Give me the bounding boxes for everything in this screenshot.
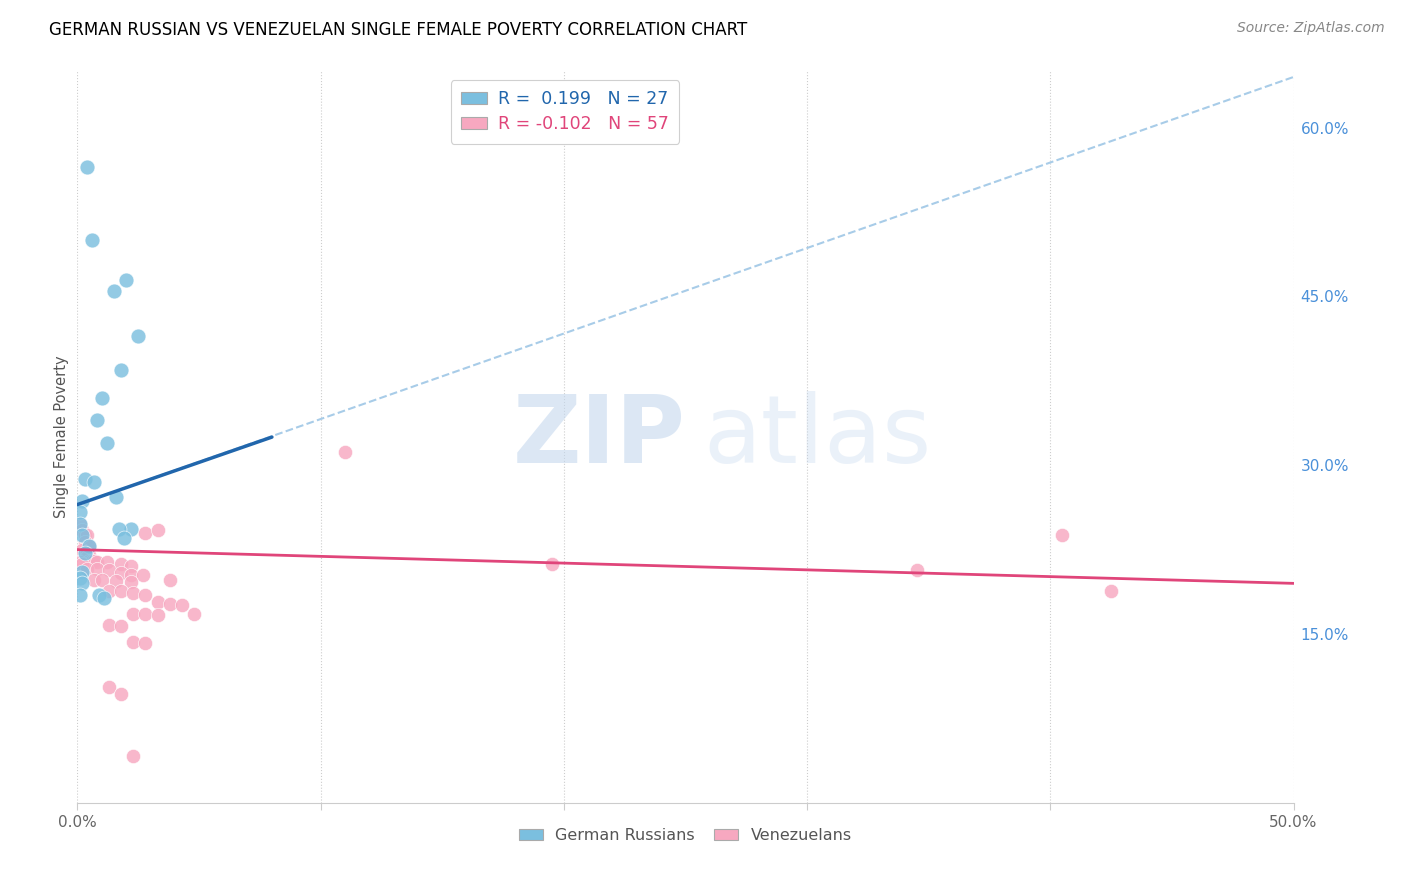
Point [170,598,193,612]
Point [110,687,132,701]
Point [134,636,156,650]
Point [120,575,142,590]
Point [120,522,142,536]
Point [79,554,101,568]
Point [1052,528,1074,542]
Point [112,532,135,546]
Point [79,539,101,553]
Legend: German Russians, Venezuelans: German Russians, Venezuelans [512,822,859,850]
Point [73,472,96,486]
Point [97,563,120,577]
Point [122,586,145,600]
Point [90,573,112,587]
Point [70,576,93,591]
Point [83,554,105,568]
Point [69,588,91,602]
Point [73,546,96,560]
Point [97,680,120,694]
Point [146,524,169,538]
Point [115,272,138,286]
Point [122,635,145,649]
Point [83,573,105,587]
Point [69,571,91,585]
Point [183,607,205,621]
Point [76,539,98,553]
Point [76,562,98,576]
Point [105,574,128,588]
Point [69,516,91,531]
Point [120,568,142,582]
Point [103,284,125,298]
Point [110,558,132,572]
Point [97,584,120,599]
Point [76,160,98,174]
Point [333,444,356,458]
Point [90,391,112,405]
Point [76,528,98,542]
Text: GERMAN RUSSIAN VS VENEZUELAN SINGLE FEMALE POVERTY CORRELATION CHART: GERMAN RUSSIAN VS VENEZUELAN SINGLE FEMA… [49,21,748,39]
Point [89,588,111,602]
Point [159,597,181,611]
Point [69,555,91,569]
Point [79,539,101,553]
Point [70,494,93,508]
Point [110,584,132,599]
Point [76,550,98,565]
Point [70,558,93,572]
Point [70,565,93,579]
Point [96,555,118,569]
Point [146,595,169,609]
Point [80,554,103,568]
Point [107,522,129,536]
Point [73,534,96,549]
Point [86,562,108,576]
Point [96,435,118,450]
Point [134,525,156,540]
Point [93,591,115,605]
Point [97,618,120,632]
Point [70,528,93,542]
Point [86,555,108,569]
Point [73,546,96,560]
Point [122,607,145,621]
Point [110,362,132,376]
Point [1099,584,1122,599]
Point [105,490,128,504]
Y-axis label: Single Female Poverty: Single Female Poverty [53,356,69,518]
Point [134,588,156,602]
Point [120,559,142,574]
Point [905,563,928,577]
Point [70,542,93,557]
Point [83,475,105,489]
Point [73,528,96,542]
Point [69,516,91,531]
Point [122,748,145,763]
Point [86,413,108,427]
Point [146,607,169,622]
Point [110,566,132,581]
Point [110,619,132,633]
Point [132,568,155,582]
Point [76,546,98,560]
Point [159,573,181,587]
Text: Source: ZipAtlas.com: Source: ZipAtlas.com [1237,21,1385,36]
Point [127,328,149,343]
Text: atlas: atlas [703,391,932,483]
Point [79,548,101,562]
Text: ZIP: ZIP [513,391,686,483]
Point [69,506,91,520]
Point [540,558,562,572]
Point [70,524,93,538]
Point [134,607,156,621]
Point [80,233,103,247]
